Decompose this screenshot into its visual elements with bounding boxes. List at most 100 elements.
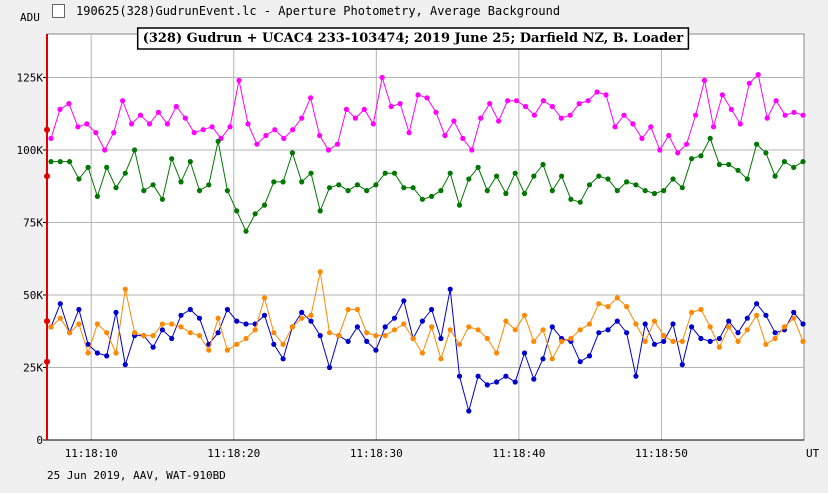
- data-point: [469, 147, 475, 153]
- data-point: [280, 356, 286, 362]
- data-point: [415, 92, 421, 98]
- data-point: [234, 208, 240, 214]
- data-point: [94, 350, 100, 356]
- data-point: [334, 141, 341, 147]
- data-point: [345, 188, 351, 194]
- data-point: [308, 312, 314, 318]
- data-point: [585, 98, 591, 104]
- data-point: [206, 182, 212, 188]
- data-point: [373, 333, 379, 339]
- data-point: [419, 318, 425, 324]
- series-start-marker: [44, 173, 50, 180]
- data-point: [754, 301, 760, 307]
- data-point: [196, 188, 203, 194]
- data-point: [764, 115, 770, 121]
- data-point: [781, 159, 788, 165]
- plot-background: [46, 33, 805, 441]
- data-point: [66, 101, 72, 107]
- data-point: [104, 164, 110, 170]
- data-point: [113, 309, 119, 315]
- data-point: [531, 112, 538, 118]
- data-point: [200, 127, 206, 133]
- data-point: [549, 188, 555, 194]
- data-point: [397, 101, 403, 107]
- data-point: [670, 176, 676, 182]
- series-1: [44, 72, 806, 156]
- data-point: [763, 312, 769, 318]
- data-point: [596, 173, 602, 179]
- data-point: [308, 170, 314, 176]
- data-point: [169, 156, 175, 162]
- data-point: [521, 350, 528, 356]
- data-point: [559, 338, 565, 344]
- data-point: [755, 72, 761, 78]
- data-point: [651, 190, 658, 197]
- data-point: [261, 202, 268, 208]
- data-point: [494, 379, 500, 385]
- data-point: [122, 170, 128, 176]
- data-point: [67, 330, 73, 336]
- data-point: [540, 356, 546, 362]
- data-point: [48, 135, 54, 141]
- data-point: [178, 179, 184, 185]
- series-layer: [44, 72, 806, 414]
- data-point: [531, 376, 537, 382]
- data-point: [280, 179, 286, 185]
- data-point: [104, 330, 110, 336]
- data-point: [466, 176, 472, 182]
- data-point: [735, 330, 741, 336]
- series-2: [44, 135, 806, 234]
- x-tick-label: 11:18:50: [635, 447, 688, 460]
- data-point: [261, 295, 268, 301]
- data-point: [429, 324, 435, 330]
- data-point: [466, 408, 472, 414]
- data-point: [245, 121, 251, 127]
- data-point: [281, 135, 287, 141]
- data-point: [549, 356, 555, 362]
- data-point: [460, 135, 466, 141]
- data-point: [391, 170, 398, 176]
- data-point: [475, 373, 481, 379]
- x-tick-label: 11:18:30: [350, 447, 403, 460]
- data-point: [391, 315, 398, 321]
- data-point: [475, 164, 481, 170]
- data-point: [633, 182, 639, 188]
- data-point: [586, 182, 593, 188]
- data-point: [364, 338, 370, 344]
- data-point: [800, 159, 806, 165]
- data-point: [317, 269, 323, 275]
- data-point: [76, 306, 82, 313]
- data-point: [280, 341, 286, 347]
- data-point: [559, 173, 565, 179]
- data-point: [150, 344, 156, 350]
- data-point: [272, 127, 278, 133]
- data-point: [227, 124, 233, 130]
- app-icon[interactable]: [52, 4, 65, 18]
- data-point: [141, 188, 147, 194]
- data-point: [744, 315, 750, 321]
- data-point: [568, 196, 574, 202]
- data-point: [684, 141, 690, 147]
- data-point: [326, 364, 333, 371]
- data-point: [456, 373, 463, 379]
- data-point: [326, 330, 333, 336]
- data-point: [308, 318, 314, 324]
- data-point: [433, 109, 439, 115]
- data-point: [182, 115, 188, 121]
- data-point: [630, 121, 636, 127]
- data-point: [75, 124, 81, 130]
- data-point: [94, 321, 100, 327]
- data-point: [614, 295, 620, 301]
- data-point: [661, 338, 667, 344]
- data-point: [299, 309, 305, 315]
- data-point: [594, 89, 600, 95]
- data-point: [354, 182, 360, 188]
- data-point: [84, 121, 90, 127]
- data-point: [693, 112, 699, 118]
- data-point: [290, 127, 296, 133]
- data-point: [689, 324, 695, 330]
- series-start-marker: [44, 126, 50, 133]
- series-line: [50, 271, 804, 361]
- data-point: [299, 115, 305, 121]
- data-point: [456, 202, 463, 208]
